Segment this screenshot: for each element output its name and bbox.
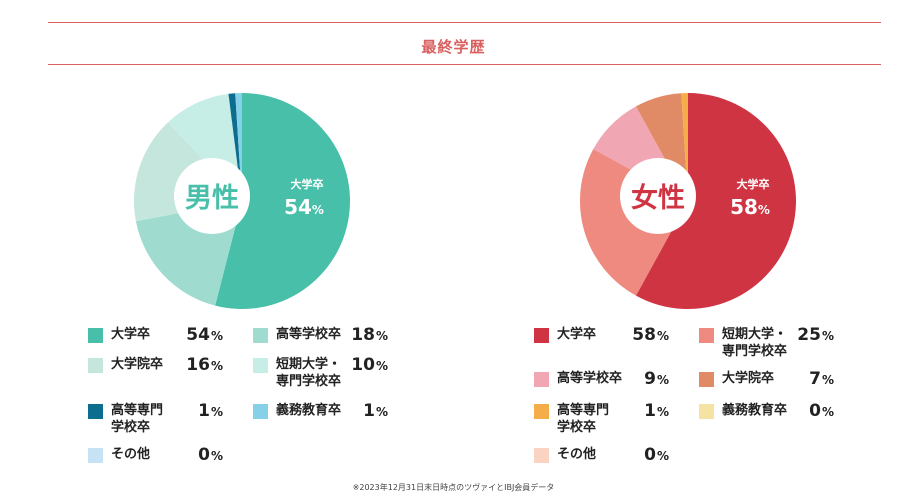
pie-center-circle	[174, 158, 250, 234]
legend-value: 10%	[351, 355, 388, 375]
legend-label: 高等学校卒	[276, 327, 342, 342]
legend-label: 大学院卒	[111, 357, 164, 372]
legend-value: 54%	[186, 325, 223, 345]
legend-label: 大学卒	[111, 327, 151, 342]
legend-value: 0%	[644, 445, 669, 465]
legend-swatch	[88, 448, 103, 463]
legend-item: 大学院卒	[699, 370, 774, 387]
legend-swatch	[253, 328, 268, 343]
pie-data-label: 大学卒	[737, 177, 770, 191]
legend-swatch	[699, 404, 714, 419]
legend-value: 18%	[351, 325, 388, 345]
legend-value: 7%	[809, 369, 834, 389]
legend-label: 高等専門 学校卒	[111, 403, 164, 435]
legend-label: 義務教育卒	[722, 403, 788, 418]
legend-item: 高等学校卒	[534, 370, 622, 387]
pie-center-title: 女性	[631, 182, 685, 214]
legend-label: 短期大学・ 専門学校卒	[722, 327, 788, 359]
legend-item: その他	[534, 446, 596, 463]
legend-label: 義務教育卒	[276, 403, 342, 418]
legend-value: 9%	[644, 369, 669, 389]
legend-item: その他	[88, 446, 150, 463]
legend-item: 短期大学・ 専門学校卒	[699, 326, 787, 360]
legend-item: 義務教育卒	[699, 402, 787, 419]
legend-swatch	[88, 404, 103, 419]
legend-swatch	[699, 328, 714, 343]
legend-swatch	[534, 372, 549, 387]
legend-value: 1%	[363, 401, 388, 421]
legend-swatch	[534, 328, 549, 343]
legend-swatch	[699, 372, 714, 387]
legend-label: 短期大学・ 専門学校卒	[276, 357, 342, 389]
legend-item: 大学院卒	[88, 356, 163, 373]
legend-label: その他	[111, 447, 151, 462]
legend-value: 25%	[797, 325, 834, 345]
bottom-rule	[48, 64, 881, 65]
legend-value: 16%	[186, 355, 223, 375]
legend-swatch	[534, 448, 549, 463]
legend-value: 0%	[809, 401, 834, 421]
pie-slice-0	[215, 93, 350, 309]
legend-label: 大学卒	[557, 327, 597, 342]
page-title: 最終学歴	[421, 38, 486, 56]
legend-swatch	[253, 404, 268, 419]
legend-item: 大学卒	[534, 326, 596, 343]
legend-value: 1%	[198, 401, 223, 421]
legend-value: 0%	[198, 445, 223, 465]
legend-label: その他	[557, 447, 597, 462]
pie-slice-0	[635, 93, 796, 309]
legend-value: 1%	[644, 401, 669, 421]
legend-swatch	[88, 358, 103, 373]
legend-item: 義務教育卒	[253, 402, 341, 419]
pie-data-label: 大学卒	[291, 177, 324, 191]
legend-item: 高等学校卒	[253, 326, 341, 343]
legend-swatch	[253, 358, 268, 373]
legend-label: 高等学校卒	[557, 371, 623, 386]
legend-item: 高等専門 学校卒	[88, 402, 163, 436]
legend-swatch	[534, 404, 549, 419]
pie-center-circle	[620, 158, 696, 234]
legend-item: 大学卒	[88, 326, 150, 343]
legend-label: 大学院卒	[722, 371, 775, 386]
top-rule	[48, 22, 881, 23]
legend-label: 高等専門 学校卒	[557, 403, 610, 435]
legend-item: 高等専門 学校卒	[534, 402, 609, 436]
legend-item: 短期大学・ 専門学校卒	[253, 356, 341, 390]
legend-swatch	[88, 328, 103, 343]
legend-value: 58%	[632, 325, 669, 345]
pie-center-title: 男性	[185, 183, 239, 214]
footnote: ※2023年12月31日末日時点のツヴァイとIBJ会員データ	[352, 483, 555, 492]
